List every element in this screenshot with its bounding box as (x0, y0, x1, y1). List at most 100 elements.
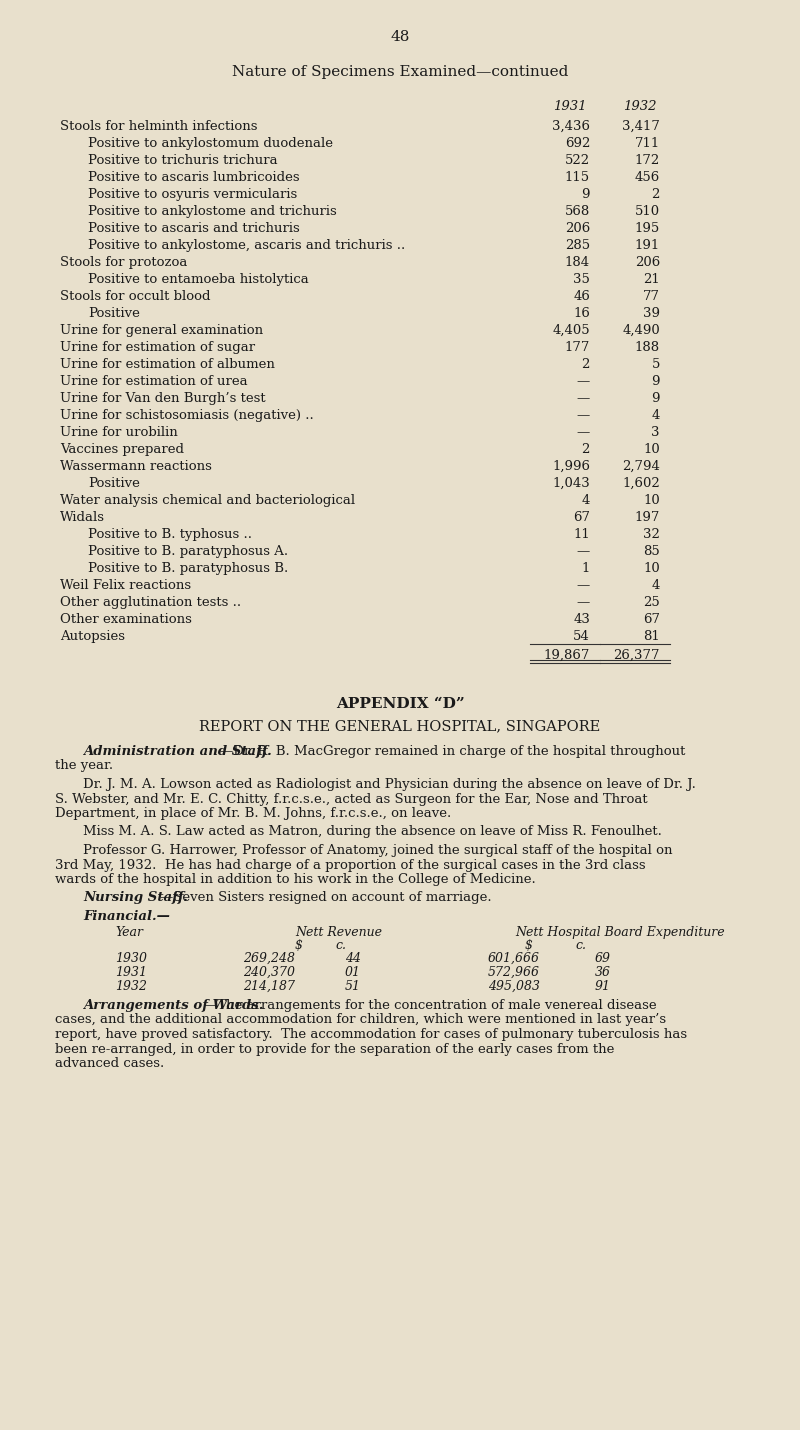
Text: —: — (577, 409, 590, 422)
Text: Nursing Staff.: Nursing Staff. (83, 891, 188, 905)
Text: Positive to B. paratyphosus B.: Positive to B. paratyphosus B. (88, 562, 288, 575)
Text: 2: 2 (652, 187, 660, 202)
Text: Administration and Staff.: Administration and Staff. (83, 745, 272, 758)
Text: 1930: 1930 (115, 952, 147, 965)
Text: Urine for schistosomiasis (negative) ..: Urine for schistosomiasis (negative) .. (60, 409, 314, 422)
Text: 1932: 1932 (115, 980, 147, 992)
Text: 184: 184 (565, 256, 590, 269)
Text: 9: 9 (651, 375, 660, 388)
Text: Positive to ankylostome, ascaris and trichuris ..: Positive to ankylostome, ascaris and tri… (88, 239, 406, 252)
Text: Positive: Positive (88, 478, 140, 490)
Text: —: — (577, 579, 590, 592)
Text: —: — (577, 545, 590, 558)
Text: —Dr. R. B. MacGregor remained in charge of the hospital throughout: —Dr. R. B. MacGregor remained in charge … (221, 745, 686, 758)
Text: Urine for estimation of albumen: Urine for estimation of albumen (60, 358, 275, 370)
Text: Nett Hospital Board Expenditure: Nett Hospital Board Expenditure (515, 927, 725, 940)
Text: 214,187: 214,187 (243, 980, 295, 992)
Text: —: — (577, 426, 590, 439)
Text: Positive to ankylostome and trichuris: Positive to ankylostome and trichuris (88, 204, 337, 217)
Text: Nature of Specimens Examined—continued: Nature of Specimens Examined—continued (232, 64, 568, 79)
Text: 11: 11 (574, 528, 590, 541)
Text: Other examinations: Other examinations (60, 613, 192, 626)
Text: REPORT ON THE GENERAL HOSPITAL, SINGAPORE: REPORT ON THE GENERAL HOSPITAL, SINGAPOR… (199, 719, 601, 734)
Text: Vaccines prepared: Vaccines prepared (60, 443, 184, 456)
Text: 1931: 1931 (554, 100, 586, 113)
Text: Positive to B. typhosus ..: Positive to B. typhosus .. (88, 528, 252, 541)
Text: 3rd May, 1932.  He has had charge of a proportion of the surgical cases in the 3: 3rd May, 1932. He has had charge of a pr… (55, 858, 646, 871)
Text: Urine for estimation of sugar: Urine for estimation of sugar (60, 340, 255, 355)
Text: —: — (577, 596, 590, 609)
Text: 240,370: 240,370 (243, 967, 295, 980)
Text: 36: 36 (595, 967, 611, 980)
Text: cases, and the additional accommodation for children, which were mentioned in la: cases, and the additional accommodation … (55, 1014, 666, 1027)
Text: 1932: 1932 (623, 100, 657, 113)
Text: 115: 115 (565, 172, 590, 184)
Text: 51: 51 (345, 980, 361, 992)
Text: the year.: the year. (55, 759, 113, 772)
Text: 1: 1 (582, 562, 590, 575)
Text: S. Webster, and Mr. E. C. Chitty, f.r.c.s.e., acted as Surgeon for the Ear, Nose: S. Webster, and Mr. E. C. Chitty, f.r.c.… (55, 792, 648, 805)
Text: 568: 568 (565, 204, 590, 217)
Text: —: — (577, 392, 590, 405)
Text: 67: 67 (573, 511, 590, 523)
Text: Weil Felix reactions: Weil Felix reactions (60, 579, 191, 592)
Text: Stools for helminth infections: Stools for helminth infections (60, 120, 258, 133)
Text: $: $ (525, 940, 533, 952)
Text: 191: 191 (634, 239, 660, 252)
Text: 43: 43 (573, 613, 590, 626)
Text: 711: 711 (634, 137, 660, 150)
Text: Other agglutination tests ..: Other agglutination tests .. (60, 596, 241, 609)
Text: 01: 01 (345, 967, 361, 980)
Text: Wassermann reactions: Wassermann reactions (60, 460, 212, 473)
Text: 10: 10 (643, 443, 660, 456)
Text: c.: c. (575, 940, 586, 952)
Text: Stools for protozoa: Stools for protozoa (60, 256, 187, 269)
Text: Urine for urobilin: Urine for urobilin (60, 426, 178, 439)
Text: Widals: Widals (60, 511, 105, 523)
Text: Water analysis chemical and bacteriological: Water analysis chemical and bacteriologi… (60, 493, 355, 508)
Text: Positive to osyuris vermicularis: Positive to osyuris vermicularis (88, 187, 298, 202)
Text: —The arrangements for the concentration of male venereal disease: —The arrangements for the concentration … (204, 1000, 657, 1012)
Text: report, have proved satisfactory.  The accommodation for cases of pulmonary tube: report, have proved satisfactory. The ac… (55, 1028, 687, 1041)
Text: 188: 188 (635, 340, 660, 355)
Text: Miss M. A. S. Law acted as Matron, during the absence on leave of Miss R. Fenoul: Miss M. A. S. Law acted as Matron, durin… (83, 825, 662, 838)
Text: 67: 67 (643, 613, 660, 626)
Text: Nett Revenue: Nett Revenue (295, 927, 382, 940)
Text: 2: 2 (582, 443, 590, 456)
Text: 69: 69 (595, 952, 611, 965)
Text: been re-arranged, in order to provide for the separation of the early cases from: been re-arranged, in order to provide fo… (55, 1042, 614, 1055)
Text: 692: 692 (565, 137, 590, 150)
Text: Stools for occult blood: Stools for occult blood (60, 290, 210, 303)
Text: Urine for estimation of urea: Urine for estimation of urea (60, 375, 248, 388)
Text: —Seven Sisters resigned on account of marriage.: —Seven Sisters resigned on account of ma… (160, 891, 492, 905)
Text: 1,996: 1,996 (552, 460, 590, 473)
Text: 206: 206 (565, 222, 590, 235)
Text: Urine for general examination: Urine for general examination (60, 325, 263, 337)
Text: 3: 3 (651, 426, 660, 439)
Text: 19,867: 19,867 (544, 649, 590, 662)
Text: 54: 54 (574, 631, 590, 644)
Text: Positive to ascaris and trichuris: Positive to ascaris and trichuris (88, 222, 300, 235)
Text: 10: 10 (643, 562, 660, 575)
Text: 91: 91 (595, 980, 611, 992)
Text: 77: 77 (643, 290, 660, 303)
Text: 197: 197 (634, 511, 660, 523)
Text: 85: 85 (643, 545, 660, 558)
Text: Arrangements of Wards.: Arrangements of Wards. (83, 1000, 263, 1012)
Text: Department, in place of Mr. B. M. Johns, f.r.c.s.e., on leave.: Department, in place of Mr. B. M. Johns,… (55, 807, 451, 819)
Text: advanced cases.: advanced cases. (55, 1057, 164, 1070)
Text: 510: 510 (635, 204, 660, 217)
Text: Urine for Van den Burgh’s test: Urine for Van den Burgh’s test (60, 392, 266, 405)
Text: Financial.—: Financial.— (83, 909, 170, 922)
Text: 572,966: 572,966 (488, 967, 540, 980)
Text: 46: 46 (573, 290, 590, 303)
Text: Positive to ankylostomum duodenale: Positive to ankylostomum duodenale (88, 137, 333, 150)
Text: 2,794: 2,794 (622, 460, 660, 473)
Text: 172: 172 (634, 154, 660, 167)
Text: APPENDIX “D”: APPENDIX “D” (336, 696, 464, 711)
Text: Positive to trichuris trichura: Positive to trichuris trichura (88, 154, 278, 167)
Text: Positive to entamoeba histolytica: Positive to entamoeba histolytica (88, 273, 309, 286)
Text: 456: 456 (634, 172, 660, 184)
Text: 3,417: 3,417 (622, 120, 660, 133)
Text: 9: 9 (582, 187, 590, 202)
